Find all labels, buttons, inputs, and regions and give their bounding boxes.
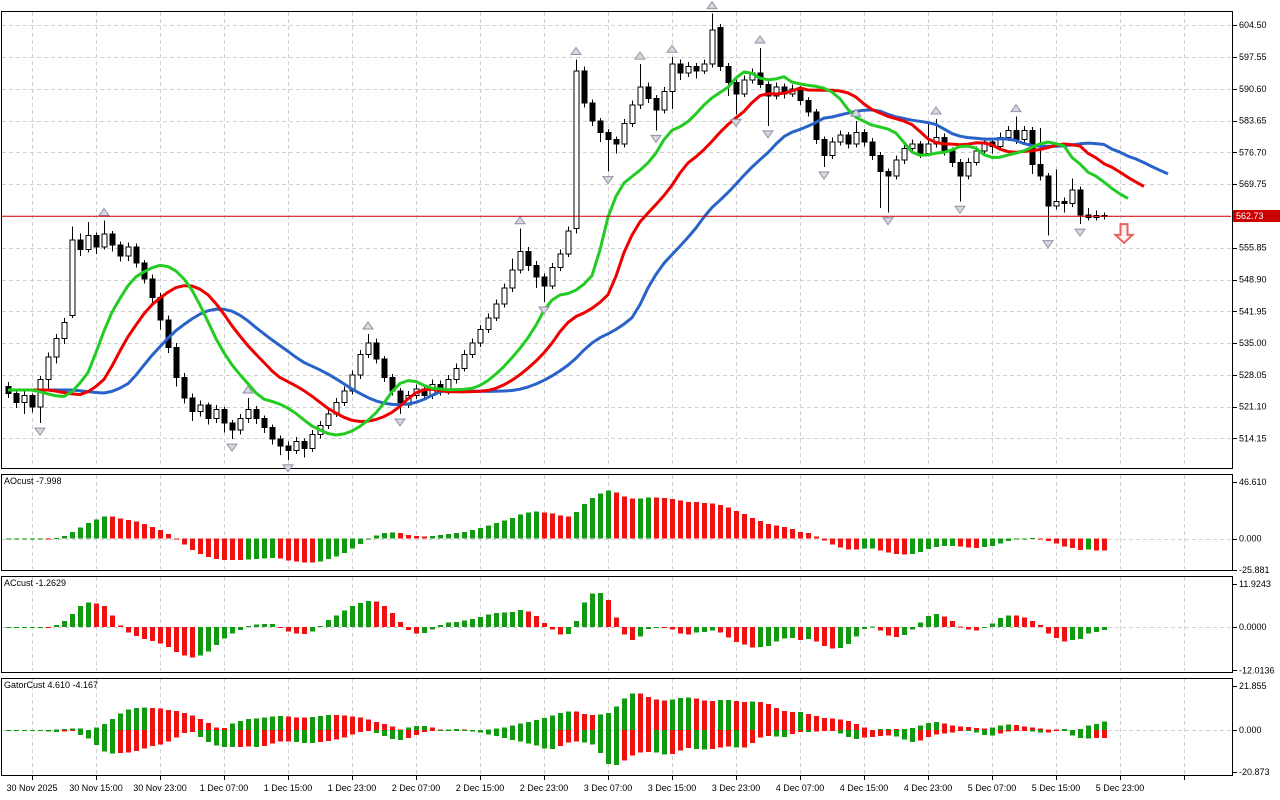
time-axis-label: 2 Dec 23:00: [520, 783, 569, 793]
price-axis-label: 576.70: [1239, 147, 1267, 157]
ac-histogram: [6, 593, 1107, 658]
current-price-label: 562.73: [1233, 210, 1280, 222]
time-axis-label: 3 Dec 23:00: [712, 783, 761, 793]
fractal-up-icon: [634, 51, 646, 60]
time-axis-label: 1 Dec 07:00: [200, 783, 249, 793]
fractal-up-icon: [362, 321, 374, 330]
indicator-label-gator: GatorCust 4.610 -4.167: [4, 680, 99, 690]
fractal-up-icon: [514, 215, 526, 225]
fractal-up-icon: [570, 46, 582, 55]
price-axis-label: 597.55: [1239, 52, 1267, 62]
indicator-axis-label: -20.873: [1239, 767, 1270, 777]
fractal-down-icon: [650, 134, 662, 144]
time-axis-label: 5 Dec 23:00: [1096, 783, 1145, 793]
price-axis-label: 604.50: [1239, 20, 1267, 30]
fractal-down-icon: [730, 118, 742, 128]
fractal-up-icon: [930, 106, 942, 115]
fractal-arrows: [34, 0, 1086, 473]
fractal-down-icon: [282, 464, 294, 473]
fractal-down-icon: [818, 171, 830, 180]
fractal-up-icon: [754, 35, 766, 44]
ao-histogram: [6, 490, 1107, 563]
indicator-axis-label: 0.0000: [1239, 622, 1267, 632]
indicator-axis-label: 0.000: [1239, 534, 1262, 544]
fractal-down-icon: [954, 205, 966, 215]
price-axis[interactable]: 604.50 597.55 590.60 583.65 576.70 569.75 555.…: [1232, 20, 1275, 777]
gator-lower-histogram: [6, 730, 1107, 766]
time-axis[interactable]: 30 Nov 2025 30 Nov 15:00 30 Nov 23:00 1 Dec…: [6, 775, 1185, 793]
indicator-axis-label: -25.881: [1239, 565, 1270, 575]
time-axis-label: 30 Nov 2025: [6, 783, 57, 793]
fractal-up-icon: [242, 385, 254, 394]
price-axis-label: 590.60: [1239, 84, 1267, 94]
price-axis-label: 583.65: [1239, 116, 1267, 126]
price-axis-label: 521.10: [1239, 402, 1267, 412]
indicator-axis-label: 0.000: [1239, 725, 1262, 735]
time-axis-label: 5 Dec 07:00: [968, 783, 1017, 793]
fractal-up-icon: [850, 108, 862, 117]
fractal-up-icon: [98, 207, 110, 217]
price-axis-label: 569.75: [1239, 179, 1267, 189]
sell-signal-arrow[interactable]: [1112, 223, 1136, 245]
candlesticks: [5, 13, 1108, 460]
price-axis-label: 528.05: [1239, 370, 1267, 380]
indicator-axis-label: 21.855: [1239, 681, 1267, 691]
alligator-lips-line: [8, 70, 1129, 437]
price-axis-label: 555.85: [1239, 243, 1267, 253]
indicator-axis-label: -12.0136: [1239, 665, 1275, 675]
price-axis-label: 541.95: [1239, 306, 1267, 316]
indicator-label-ao: AOcust -7.998: [4, 476, 62, 486]
time-axis-label: 2 Dec 15:00: [456, 783, 505, 793]
time-axis-label: 4 Dec 07:00: [776, 783, 825, 793]
time-axis-label: 4 Dec 15:00: [840, 783, 889, 793]
time-axis-label: 30 Nov 15:00: [69, 783, 123, 793]
time-axis-label: 30 Nov 23:00: [133, 783, 187, 793]
fractal-down-icon: [1042, 240, 1054, 249]
fractal-down-icon: [34, 427, 46, 437]
price-axis-label: 548.90: [1239, 275, 1267, 285]
indicator-axis-label: 11.9243: [1239, 579, 1271, 589]
gator-upper-histogram: [6, 693, 1107, 731]
price-axis-label: 535.00: [1239, 338, 1267, 348]
alligator-jaw-line: [8, 108, 1169, 407]
time-axis-label: 4 Dec 23:00: [904, 783, 953, 793]
time-axis-label: 1 Dec 15:00: [264, 783, 313, 793]
fractal-down-icon: [226, 443, 238, 453]
time-axis-label: 1 Dec 23:00: [328, 783, 377, 793]
fractal-up-icon: [1010, 103, 1022, 113]
price-axis-label: 514.15: [1239, 434, 1267, 444]
fractal-down-icon: [602, 176, 614, 185]
time-axis-label: 5 Dec 15:00: [1032, 783, 1081, 793]
time-axis-label: 3 Dec 15:00: [648, 783, 697, 793]
indicator-label-ac: ACcust -1.2629: [4, 578, 67, 588]
time-axis-label: 3 Dec 07:00: [584, 783, 633, 793]
fractal-down-icon: [882, 217, 894, 226]
fractal-down-icon: [1074, 228, 1086, 238]
fractal-down-icon: [394, 418, 406, 427]
time-axis-label: 2 Dec 07:00: [392, 783, 441, 793]
fractal-up-icon: [666, 44, 678, 53]
alligator-teeth-line: [8, 86, 1145, 423]
fractal-down-icon: [762, 130, 774, 139]
fractal-up-icon: [706, 0, 718, 10]
fractal-down-icon: [538, 306, 550, 315]
indicator-axis-label: 46.610: [1239, 477, 1267, 487]
